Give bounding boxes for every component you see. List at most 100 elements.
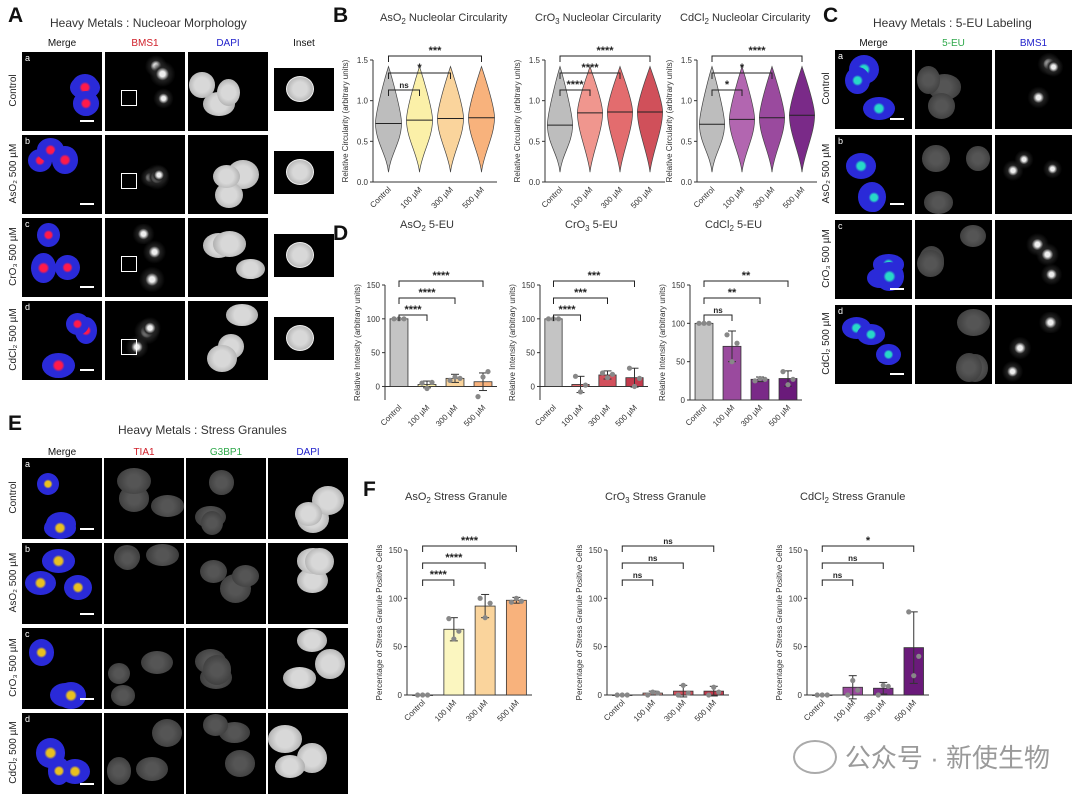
micrograph-c-0-1: [915, 50, 992, 129]
x-tick-label: 300 µM: [862, 698, 888, 724]
sig-bracket: [711, 72, 773, 79]
sig-label: ****: [581, 62, 599, 74]
x-tick-label: 100 µM: [832, 698, 858, 724]
data-point: [614, 692, 620, 698]
data-point: [845, 692, 851, 698]
violin: [789, 65, 815, 173]
chart-F2: CrO3 Stress Granule 0 50 100 150 Percentage o…: [575, 491, 729, 723]
x-tick-label: Control: [684, 403, 709, 428]
micrograph-c-2-1: [915, 220, 992, 299]
x-tick-label: 500 µM: [614, 403, 640, 429]
data-point: [477, 595, 483, 601]
y-tick-label: 1.0: [529, 97, 541, 106]
sig-bracket: [703, 314, 733, 321]
bar: [694, 322, 714, 401]
wechat-icon: [792, 739, 837, 774]
y-tick-label: 50: [393, 643, 402, 652]
data-point: [814, 692, 820, 698]
panel-letter-e: E: [8, 412, 23, 435]
micrograph-a-0-1: [105, 52, 185, 131]
data-point: [701, 320, 707, 326]
violin: [577, 65, 603, 173]
data-point: [487, 600, 493, 606]
x-tick-label: 300 µM: [751, 185, 777, 211]
x-tick-label: Control: [692, 185, 717, 210]
scale-bar: [80, 528, 94, 530]
subpanel-label: c: [25, 219, 30, 229]
y-tick-label: 50: [793, 643, 802, 652]
x-tick-label: 100 µM: [569, 185, 595, 211]
scale-bar: [890, 373, 904, 375]
data-point: [757, 375, 763, 382]
y-axis-label: Relative Intensity (arbitrary units): [508, 284, 517, 401]
sig-label: **: [742, 270, 751, 282]
y-tick-label: 0.0: [357, 178, 369, 187]
micrograph-e-3-3: [268, 713, 348, 794]
panel-letter-d: D: [333, 222, 349, 245]
y-tick-label: 1.5: [681, 56, 693, 65]
sig-bracket: [703, 280, 789, 287]
data-point: [425, 692, 431, 698]
data-point: [819, 692, 825, 698]
micrograph-e-1-3: [268, 543, 348, 624]
x-tick-label: 500 µM: [495, 698, 521, 724]
scale-bar: [80, 120, 94, 122]
y-tick-label: 100: [522, 315, 536, 324]
data-point: [785, 382, 791, 388]
x-tick-label: 300 µM: [587, 403, 613, 429]
col-header-a-3: Inset: [293, 38, 315, 49]
chart-B2: CrO3 Nucleolar Circularity 0.0 0.5 1.0 1.5 Re…: [513, 12, 665, 210]
data-point: [518, 598, 524, 604]
y-axis-label: Percentage of Stress Granule Positive Ce…: [775, 545, 784, 701]
subpanel-label: c: [838, 221, 843, 231]
violin: [547, 65, 573, 173]
sig-bracket: [621, 545, 715, 552]
x-tick-label: Control: [602, 698, 627, 723]
subpanel-label: c: [25, 629, 30, 639]
scale-bar: [80, 613, 94, 615]
sig-label: *: [417, 62, 422, 74]
sig-bracket: [821, 545, 915, 552]
subpanel-label: b: [25, 544, 31, 554]
sig-bracket: [559, 89, 591, 96]
panel-a-title: Heavy Metals : Nucleoar Morphology: [50, 16, 247, 30]
y-tick-label: 150: [367, 281, 381, 290]
watermark-text: 公众号 · 新使生物: [844, 743, 1050, 773]
sig-label: ***: [588, 270, 602, 282]
micrograph-e-2-1: [104, 628, 184, 709]
subpanel-label: a: [25, 459, 31, 469]
micrograph-a-3-2: [188, 301, 268, 380]
chart-title: CrO3 Nucleolar Circularity: [535, 12, 662, 26]
inset-box: [121, 173, 137, 189]
sig-label: ***: [574, 287, 588, 299]
data-point: [545, 316, 552, 322]
x-tick-label: Control: [379, 403, 404, 428]
col-header-e-2: G3BP1: [209, 447, 243, 458]
violin: [468, 65, 495, 173]
watermark: 公众号 · 新使生物: [792, 738, 1050, 775]
sig-bracket: [398, 314, 428, 321]
col-header-c-0: Merge: [859, 38, 888, 49]
micrograph-e-3-2: [186, 713, 266, 794]
sig-bracket: [388, 55, 482, 62]
scale-bar: [80, 203, 94, 205]
data-point: [729, 359, 735, 365]
chart-B3: CdCl2 Nucleolar Circularity 0.0 0.5 1.0 1.5 R…: [665, 12, 817, 210]
panel-c-title: Heavy Metals : 5-EU Labeling: [873, 16, 1032, 30]
x-tick-label: 300 µM: [662, 698, 688, 724]
micrograph-e-1-1: [104, 543, 184, 624]
y-tick-label: 0: [681, 396, 686, 405]
sig-bracket: [621, 562, 684, 569]
micrograph-c-1-2: [995, 135, 1072, 214]
sig-label: *: [866, 535, 871, 547]
y-tick-label: 100: [672, 319, 686, 328]
inset-box: [121, 256, 137, 272]
col-header-a-0: Merge: [47, 38, 77, 49]
data-point: [452, 374, 458, 380]
bar: [389, 318, 409, 387]
data-point: [680, 682, 686, 688]
y-tick-label: 0: [376, 382, 381, 391]
sig-bracket: [553, 297, 608, 304]
x-tick-label: Control: [540, 185, 565, 210]
data-point: [577, 389, 584, 395]
